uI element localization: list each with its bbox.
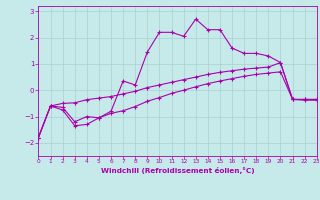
X-axis label: Windchill (Refroidissement éolien,°C): Windchill (Refroidissement éolien,°C)	[101, 167, 254, 174]
